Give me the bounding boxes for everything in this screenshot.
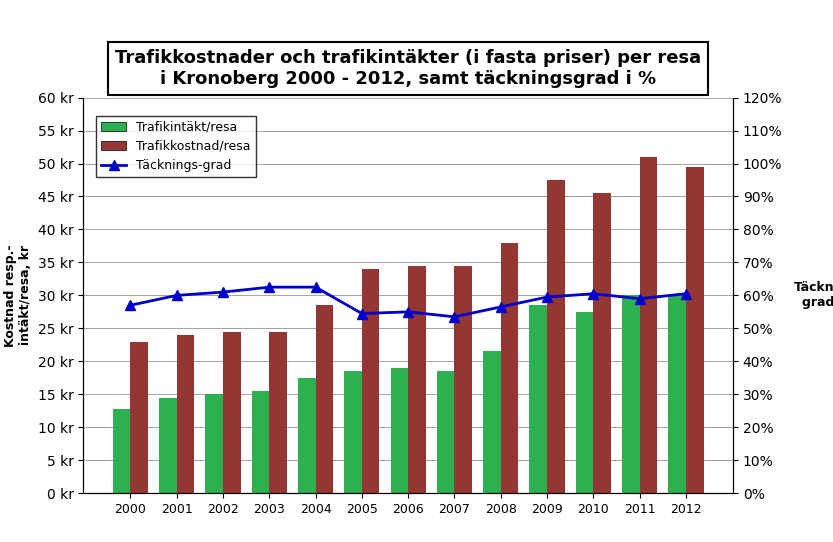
Täcknings-grad [357,310,367,317]
Bar [298,378,316,493]
Täcknings-grad [403,308,413,315]
Täcknings-grad [218,289,228,295]
Täcknings-grad [172,292,182,299]
Legend: Trafikintäkt/resa, Trafikkostnad/resa, Täcknings-grad: Trafikintäkt/resa, Trafikkostnad/resa, T… [96,115,256,177]
Bar [622,295,640,493]
Bar [408,266,426,493]
Bar [316,305,333,493]
Bar [501,243,518,493]
Bar [547,180,565,493]
Täcknings-grad [635,295,645,302]
Bar [112,409,131,493]
Täcknings-grad [681,291,691,297]
Täcknings-grad [588,291,598,297]
Täcknings-grad [542,294,552,300]
Bar [576,312,593,493]
Y-axis label: Täcknings-
grad i %: Täcknings- grad i % [794,281,833,309]
Täcknings-grad [450,314,460,320]
Bar [436,371,455,493]
Title: Trafikkostnader och trafikintäkter (i fasta priser) per resa
i Kronoberg 2000 - : Trafikkostnader och trafikintäkter (i fa… [115,49,701,88]
Täcknings-grad [496,304,506,310]
Täcknings-grad [311,284,321,291]
Täcknings-grad [126,302,136,308]
Bar [530,305,547,493]
Y-axis label: Kostnad resp.-
intäkt/resa, kr: Kostnad resp.- intäkt/resa, kr [4,244,32,347]
Bar [269,332,287,493]
Bar [252,391,269,493]
Bar [686,167,704,493]
Täcknings-grad [264,284,274,291]
Bar [159,398,177,493]
Line: Täcknings-grad: Täcknings-grad [126,282,691,322]
Bar [344,371,362,493]
Bar [362,269,380,493]
Bar [668,295,686,493]
Bar [131,341,148,493]
Bar [455,266,472,493]
Bar [206,395,223,493]
Bar [593,193,611,493]
Bar [391,368,408,493]
Bar [223,332,241,493]
Text: Exkl skol- och serviceresor: Exkl skol- och serviceresor [122,83,270,94]
Bar [177,335,194,493]
Bar [483,351,501,493]
Bar [640,157,657,493]
